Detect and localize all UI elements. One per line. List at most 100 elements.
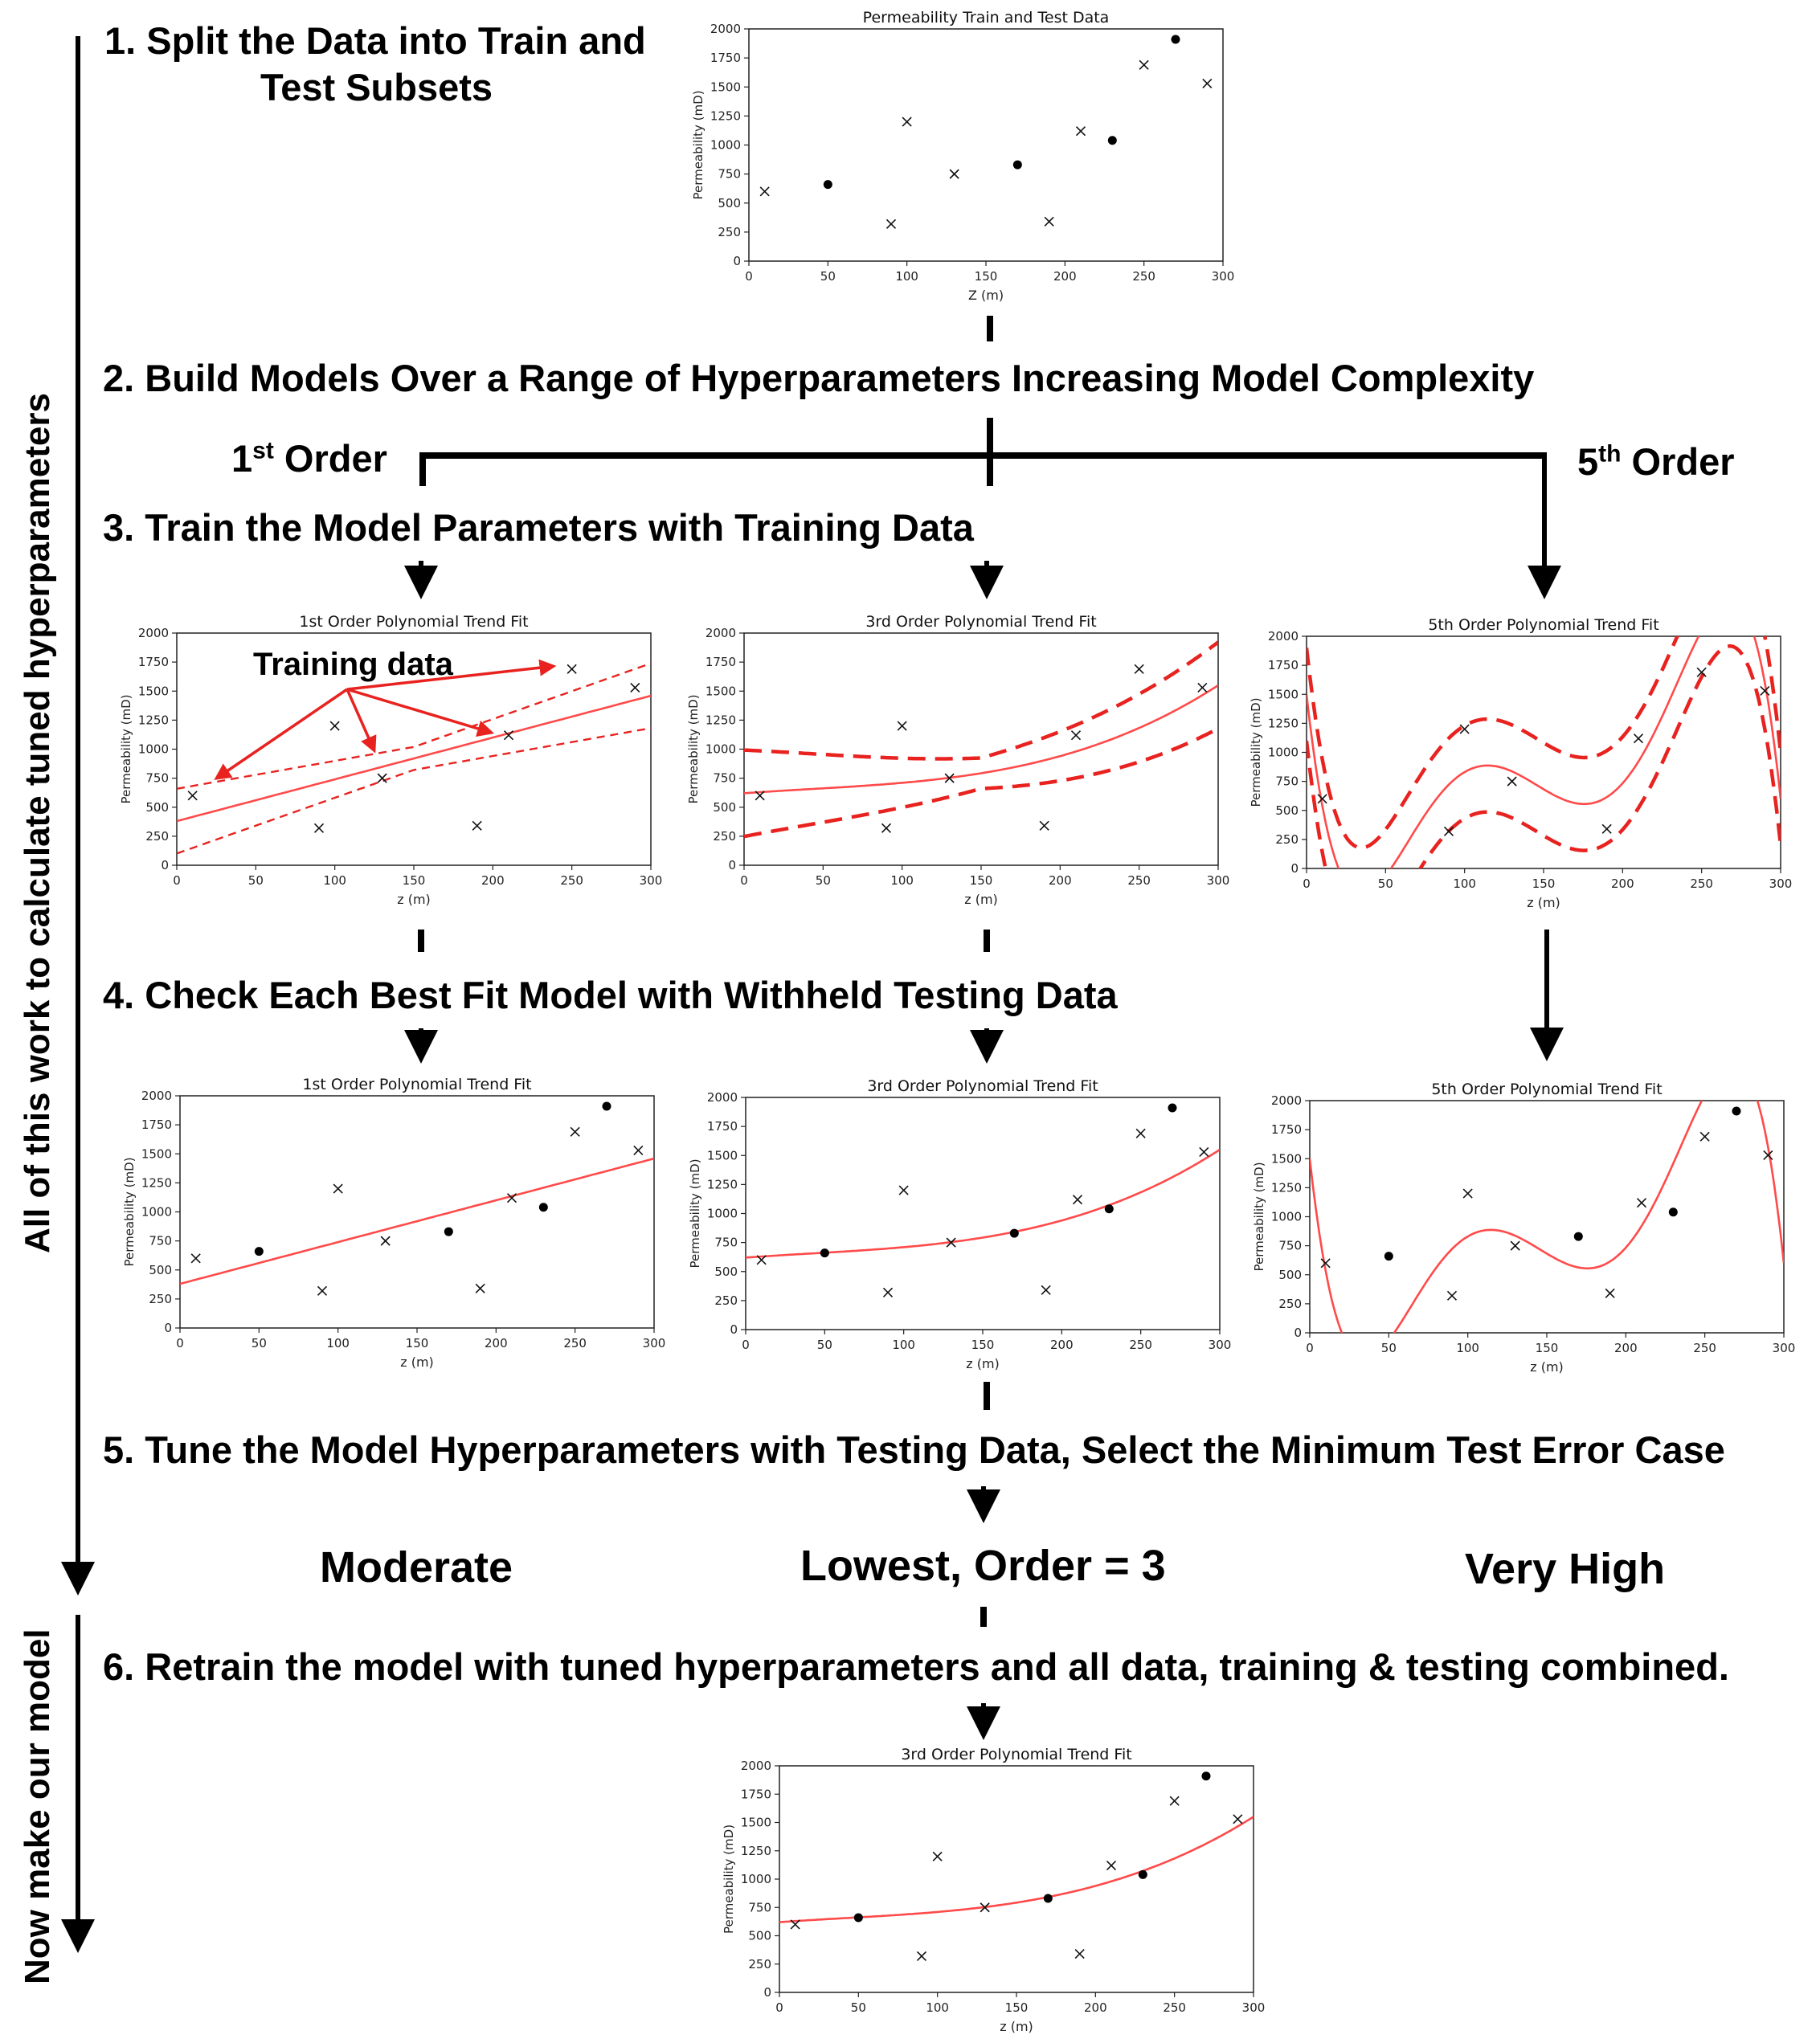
chart-train-3rd-order: 3rd Order Polynomial Trend Fit 0 50 100 150 2… xyxy=(686,613,1230,907)
train-point xyxy=(1459,724,1470,734)
chart-train-1st-order: 1st Order Polynomial Trend Fit 0 50 100 150 2… xyxy=(119,613,662,907)
y-axis-label: Permeability (mD) xyxy=(686,694,701,803)
x-tick-label: 0 xyxy=(173,873,181,888)
train-point xyxy=(1106,1861,1117,1871)
train-point xyxy=(1696,667,1707,677)
x-tick-label: 0 xyxy=(1306,1341,1314,1355)
step-1-line-1: 1. Split the Data into Train and xyxy=(104,19,646,62)
train-point xyxy=(902,116,912,127)
chart-test-1st-order: 1st Order Polynomial Trend Fit 0 50 100 150 2… xyxy=(122,1076,665,1370)
plot-frame xyxy=(743,632,1219,866)
x-tick-label: 50 xyxy=(1378,876,1393,891)
train-point xyxy=(1317,794,1327,804)
test-point xyxy=(1012,160,1022,170)
y-axis-label: Permeability (mD) xyxy=(119,694,133,803)
x-axis-label: Z (m) xyxy=(968,288,1004,303)
x-tick-label: 250 xyxy=(1129,1338,1152,1352)
test-point xyxy=(1104,1204,1114,1214)
train-point xyxy=(1075,126,1086,137)
x-tick-label: 50 xyxy=(248,873,264,888)
result-1st-order: Moderate xyxy=(320,1543,513,1591)
plot-frame xyxy=(1309,1100,1785,1334)
x-tick-label: 100 xyxy=(892,1338,915,1352)
y-axis-label: Permeability (mD) xyxy=(1249,697,1263,807)
train-point xyxy=(980,1902,990,1913)
y-tick-label: 1750 xyxy=(138,655,169,669)
x-tick-label: 150 xyxy=(1532,876,1556,891)
test-point xyxy=(254,1247,264,1256)
x-tick-label: 0 xyxy=(775,2000,783,2015)
train-point xyxy=(377,773,387,783)
y-tick-label: 1750 xyxy=(710,51,741,65)
test-point xyxy=(1668,1207,1678,1217)
chart-test-3rd-order: 3rd Order Polynomial Trend Fit 0 50 100 150 2… xyxy=(688,1077,1232,1371)
test-point xyxy=(602,1101,611,1111)
train-point xyxy=(1601,823,1612,834)
y-tick-label: 1500 xyxy=(710,80,741,94)
x-tick-label: 50 xyxy=(820,269,836,284)
y-tick-label: 0 xyxy=(733,254,741,268)
chart-title: 1st Order Polynomial Trend Fit xyxy=(299,613,528,631)
train-point xyxy=(317,1285,328,1296)
train-point xyxy=(333,1183,343,1194)
test-point xyxy=(538,1203,548,1212)
train-point xyxy=(1199,1146,1209,1157)
plot-frame xyxy=(779,1765,1254,1993)
x-axis-label: z (m) xyxy=(966,1356,1000,1371)
y-tick-label: 1250 xyxy=(741,1844,771,1858)
train-point xyxy=(1320,1258,1331,1269)
train-point xyxy=(1462,1188,1473,1199)
y-tick-label: 1000 xyxy=(138,742,169,757)
x-tick-label: 300 xyxy=(1207,873,1230,888)
fit-line xyxy=(1307,636,1781,868)
x-tick-label: 150 xyxy=(1005,2000,1029,2015)
y-tick-label: 750 xyxy=(713,771,736,786)
x-tick-label: 100 xyxy=(890,873,914,888)
train-point xyxy=(1074,1948,1085,1959)
plot-frame xyxy=(1306,635,1781,869)
train-point xyxy=(882,1287,894,1297)
branch-label-5th-order: 5th Order xyxy=(1577,440,1735,483)
plot-frame xyxy=(179,1095,655,1329)
train-point xyxy=(932,1851,943,1861)
lower-confidence-line xyxy=(1307,644,1781,868)
x-tick-label: 250 xyxy=(1132,269,1155,284)
x-tick-label: 200 xyxy=(481,873,505,888)
train-point xyxy=(756,1255,767,1265)
test-point xyxy=(444,1227,453,1236)
step-6: 6. Retrain the model with tuned hyperpar… xyxy=(103,1645,1729,1688)
train-point xyxy=(1760,685,1770,696)
step-5: 5. Tune the Model Hyperparameters with T… xyxy=(103,1428,1725,1471)
y-tick-label: 750 xyxy=(748,1900,771,1914)
chart-title: 5th Order Polynomial Trend Fit xyxy=(1431,1081,1662,1098)
train-point xyxy=(475,1283,485,1293)
y-tick-label: 1250 xyxy=(706,713,736,727)
step-1-line-2: Test Subsets xyxy=(260,66,493,108)
result-3rd-order: Lowest, Order = 3 xyxy=(800,1542,1166,1590)
test-point xyxy=(1107,136,1117,145)
train-point xyxy=(1044,216,1054,227)
y-tick-label: 1000 xyxy=(1271,1210,1302,1224)
y-tick-label: 1250 xyxy=(1271,1180,1302,1195)
test-point xyxy=(1573,1232,1583,1241)
test-point xyxy=(1201,1771,1211,1781)
train-point xyxy=(1039,820,1049,831)
y-tick-label: 1750 xyxy=(741,1787,771,1801)
x-tick-label: 100 xyxy=(326,1336,350,1350)
x-axis-label: z (m) xyxy=(964,892,998,907)
y-tick-label: 1750 xyxy=(1268,658,1299,672)
y-tick-label: 250 xyxy=(718,225,741,239)
test-point xyxy=(1009,1228,1019,1238)
fit-line xyxy=(779,1816,1254,1923)
x-tick-label: 300 xyxy=(1209,1338,1232,1352)
y-tick-label: 750 xyxy=(1275,774,1299,789)
y-tick-label: 500 xyxy=(718,196,741,210)
fit-line xyxy=(744,684,1218,795)
train-point xyxy=(759,186,770,197)
y-tick-label: 250 xyxy=(149,1292,172,1306)
x-tick-label: 200 xyxy=(485,1336,508,1350)
x-tick-label: 200 xyxy=(1049,873,1072,888)
y-tick-label: 500 xyxy=(748,1929,771,1943)
train-point xyxy=(570,1126,580,1137)
